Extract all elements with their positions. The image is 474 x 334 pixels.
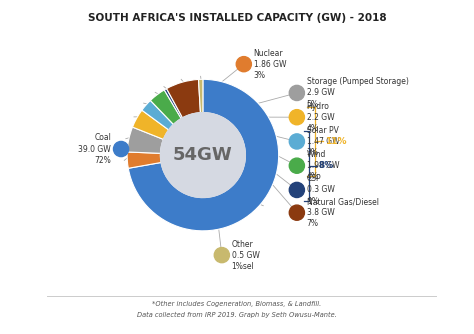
Wedge shape xyxy=(164,89,182,119)
Wedge shape xyxy=(133,110,169,139)
Wedge shape xyxy=(127,152,161,168)
Circle shape xyxy=(161,113,246,197)
Text: 11%: 11% xyxy=(325,137,346,146)
Circle shape xyxy=(289,158,304,173)
Text: Natural Gas/Diesel
3.8 GW
7%: Natural Gas/Diesel 3.8 GW 7% xyxy=(307,197,379,228)
Text: Coal
39.0 GW
72%: Coal 39.0 GW 72% xyxy=(79,133,111,165)
Circle shape xyxy=(214,247,229,263)
Text: Hydro
2.2 GW
4%: Hydro 2.2 GW 4% xyxy=(307,102,334,133)
Circle shape xyxy=(289,110,304,125)
Wedge shape xyxy=(199,79,203,113)
Text: Wind
1.98 GW
4%: Wind 1.98 GW 4% xyxy=(307,150,339,181)
Circle shape xyxy=(289,86,304,101)
Text: SOUTH AFRICA'S INSTALLED CAPACITY (GW) - 2018: SOUTH AFRICA'S INSTALLED CAPACITY (GW) -… xyxy=(88,13,386,23)
Wedge shape xyxy=(150,90,181,125)
Text: Data collected from IRP 2019. Graph by Seth Owusu-Mante.: Data collected from IRP 2019. Graph by S… xyxy=(137,312,337,318)
Wedge shape xyxy=(127,127,164,153)
Text: Nuclear
1.86 GW
3%: Nuclear 1.86 GW 3% xyxy=(254,48,286,80)
Text: Other
0.5 GW
1%sel: Other 0.5 GW 1%sel xyxy=(232,239,260,271)
Text: 54GW: 54GW xyxy=(173,146,233,164)
Circle shape xyxy=(113,141,128,157)
Circle shape xyxy=(289,205,304,220)
Circle shape xyxy=(289,182,304,197)
Text: *Other includes Cogeneration, Biomass, & Landfill.: *Other includes Cogeneration, Biomass, &… xyxy=(152,301,322,307)
Text: CSP
0.3 GW
1%: CSP 0.3 GW 1% xyxy=(307,174,335,205)
Text: Storage (Pumped Storage)
2.9 GW
5%: Storage (Pumped Storage) 2.9 GW 5% xyxy=(307,77,409,109)
Circle shape xyxy=(289,134,304,149)
Wedge shape xyxy=(166,79,201,118)
Circle shape xyxy=(236,56,251,72)
Wedge shape xyxy=(142,101,173,130)
Wedge shape xyxy=(128,79,279,231)
Text: 8%: 8% xyxy=(319,161,334,170)
Text: Solar PV
1.47 GW
3%: Solar PV 1.47 GW 3% xyxy=(307,126,339,157)
